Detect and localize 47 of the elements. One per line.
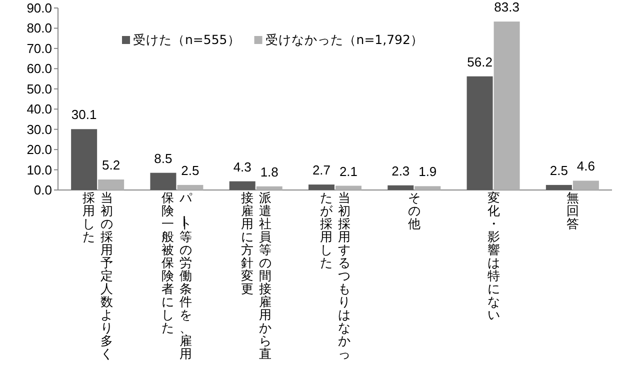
bar [256,186,282,190]
text: 10.0 [26,162,52,178]
bar [336,186,362,190]
data-label: 1.8 [260,164,278,180]
data-label: 30.1 [71,107,97,122]
data-label: 2.7 [312,162,331,178]
data-label: 2.3 [392,163,410,178]
bar [98,179,124,190]
text: 90.0 [26,0,52,16]
text: 40.0 [26,102,52,117]
bar [572,180,599,190]
data-label: 2.5 [181,162,200,178]
x-tick-label: 変化・影響は特にない [487,190,500,322]
text: 70.0 [26,40,52,56]
x-tick-label: 派遣社員等の間接雇用から直接雇用に方針変更 [240,190,272,361]
bar [414,186,441,190]
bar [71,129,98,190]
bar [177,184,204,190]
data-label: 2.1 [339,164,358,179]
legend-label: 受けなかった（n=1,792） [265,32,424,47]
x-tick-label: 当初の採用予定人数より多く採用した [82,190,114,361]
data-label: 1.9 [418,164,437,180]
bar [308,184,334,190]
text: 0.0 [34,182,52,198]
bar [388,185,414,190]
data-label: 5.2 [102,157,120,172]
x-tick-label: 当初採用するつもりはなかったが採用した [320,190,351,361]
x-tick-label: その他 [408,190,422,231]
data-label: 4.6 [576,158,595,174]
bar [229,181,256,190]
text: 80.0 [26,20,52,36]
data-label: 2.5 [550,162,568,178]
bar [546,184,572,190]
text: 20.0 [26,142,52,158]
text: 50.0 [26,81,52,96]
data-label: 56.2 [467,54,492,70]
text: 30.0 [26,122,52,137]
data-label: 4.3 [233,159,252,174]
text: 60.0 [26,61,52,76]
bar [150,172,176,190]
data-label: 83.3 [494,0,520,15]
bar [494,22,520,190]
data-label: 8.5 [154,150,172,166]
x-tick-label: パート等の労働条件を、雇用保険一般被保険者にした [162,190,194,361]
bar [466,76,493,190]
x-tick-label: 無回答 [566,190,580,231]
legend-label: 受けた（n=555） [133,32,240,47]
